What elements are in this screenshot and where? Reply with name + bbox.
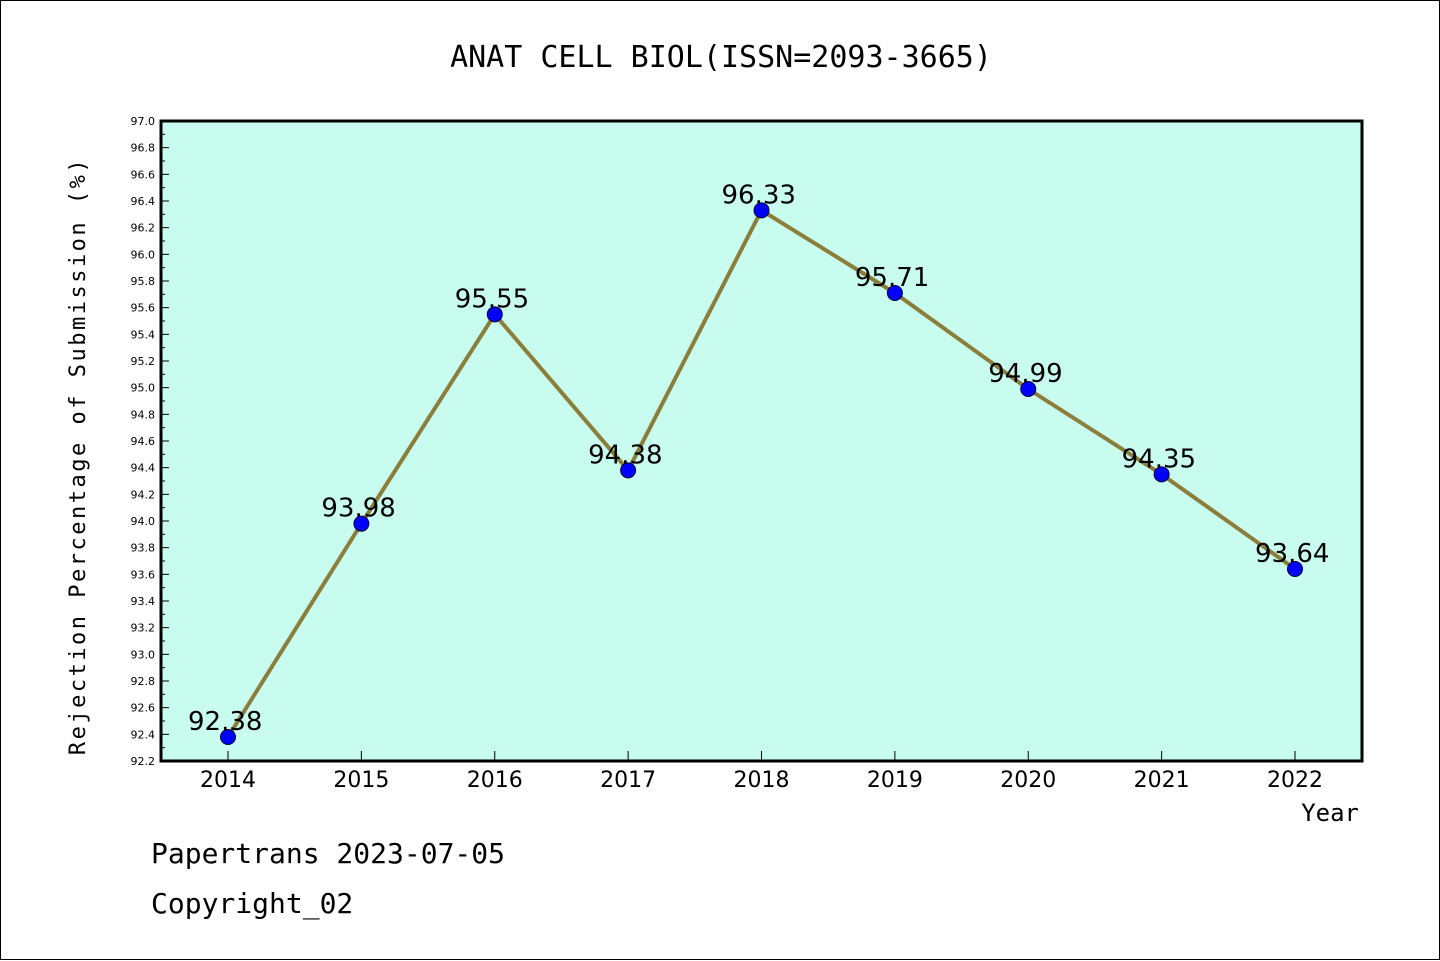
data-label: 93.98 bbox=[321, 494, 395, 524]
y-tick-label: 96.4 bbox=[131, 195, 156, 208]
y-tick-label: 93.2 bbox=[131, 622, 156, 635]
copyright-text: Copyright_02 bbox=[151, 887, 354, 920]
x-tick-label: 2022 bbox=[1267, 768, 1323, 793]
series-layer: 92.38 93.98 95.55 94.38 96.33 95.71 94.99 94.35… bbox=[188, 180, 1329, 745]
y-tick-label: 92.8 bbox=[131, 675, 156, 688]
y-tick-label: 94.6 bbox=[131, 435, 156, 448]
data-point-marker bbox=[353, 515, 370, 532]
plot-area bbox=[159, 119, 1364, 763]
data-label: 96.33 bbox=[722, 180, 796, 210]
y-tick-label: 95.8 bbox=[131, 275, 156, 288]
data-label: 94.99 bbox=[988, 359, 1062, 389]
data-point-marker bbox=[1287, 561, 1303, 577]
y-axis-label: Rejection Percentage of Submission (%) bbox=[66, 157, 91, 755]
y-tick-label: 92.4 bbox=[131, 728, 156, 741]
source-date-text: Papertrans 2023-07-05 bbox=[151, 837, 506, 870]
data-point-marker bbox=[1020, 381, 1037, 397]
y-tick-label: 92.2 bbox=[131, 755, 156, 768]
y-tick-label: 95.4 bbox=[131, 328, 156, 341]
x-tick-label: 2016 bbox=[467, 768, 523, 793]
y-tick-label: 94.8 bbox=[131, 408, 156, 421]
data-point-marker bbox=[1153, 466, 1170, 483]
y-tick-label: 97.0 bbox=[131, 115, 156, 128]
x-tick-label: 2020 bbox=[1000, 768, 1056, 793]
y-tick-label: 94.4 bbox=[131, 462, 156, 475]
y-tick-label: 93.8 bbox=[131, 542, 156, 555]
x-tick-label: 2017 bbox=[600, 768, 656, 793]
y-tick-label: 93.0 bbox=[131, 648, 156, 661]
y-tick-label: 93.6 bbox=[131, 568, 156, 581]
data-point-marker bbox=[486, 306, 503, 323]
x-tick-label: 2021 bbox=[1134, 768, 1190, 793]
y-tick-label: 96.8 bbox=[131, 142, 156, 155]
data-point-marker bbox=[753, 202, 770, 219]
y-axis-ticks: 92.2 92.4 92.6 92.8 93.0 93.2 93.4 93.6 93.8 94.0… bbox=[131, 115, 169, 768]
x-axis-label: Year bbox=[1301, 799, 1359, 827]
data-label: 92.38 bbox=[188, 707, 262, 737]
x-tick-label: 2014 bbox=[200, 768, 256, 793]
x-tick-label: 2019 bbox=[867, 768, 923, 793]
x-tick-label: 2015 bbox=[333, 768, 389, 793]
y-tick-label: 95.6 bbox=[131, 302, 156, 315]
y-tick-label: 94.2 bbox=[131, 488, 156, 501]
data-label: 94.35 bbox=[1122, 444, 1196, 474]
y-tick-label: 94.0 bbox=[131, 515, 156, 528]
chart-title: ANAT CELL BIOL(ISSN=2093-3665) bbox=[450, 40, 992, 75]
data-label: 95.71 bbox=[855, 263, 929, 293]
data-point-marker bbox=[220, 729, 236, 745]
data-point-marker bbox=[620, 462, 637, 479]
y-tick-label: 96.2 bbox=[131, 222, 156, 235]
x-tick-label: 2018 bbox=[734, 768, 790, 793]
data-label: 94.38 bbox=[588, 440, 662, 470]
data-label: 93.64 bbox=[1255, 539, 1329, 569]
y-tick-label: 95.0 bbox=[131, 382, 156, 395]
y-tick-label: 95.2 bbox=[131, 355, 156, 368]
y-tick-label: 93.4 bbox=[131, 595, 156, 608]
y-tick-label: 96.6 bbox=[131, 168, 156, 181]
y-tick-label: 92.6 bbox=[131, 702, 156, 715]
data-label: 95.55 bbox=[455, 284, 529, 314]
data-point-marker bbox=[886, 285, 903, 301]
y-tick-label: 96.0 bbox=[131, 248, 156, 261]
x-axis-ticks: 2014 2015 2016 2017 2018 2019 2020 2021 2022 bbox=[200, 751, 1323, 793]
